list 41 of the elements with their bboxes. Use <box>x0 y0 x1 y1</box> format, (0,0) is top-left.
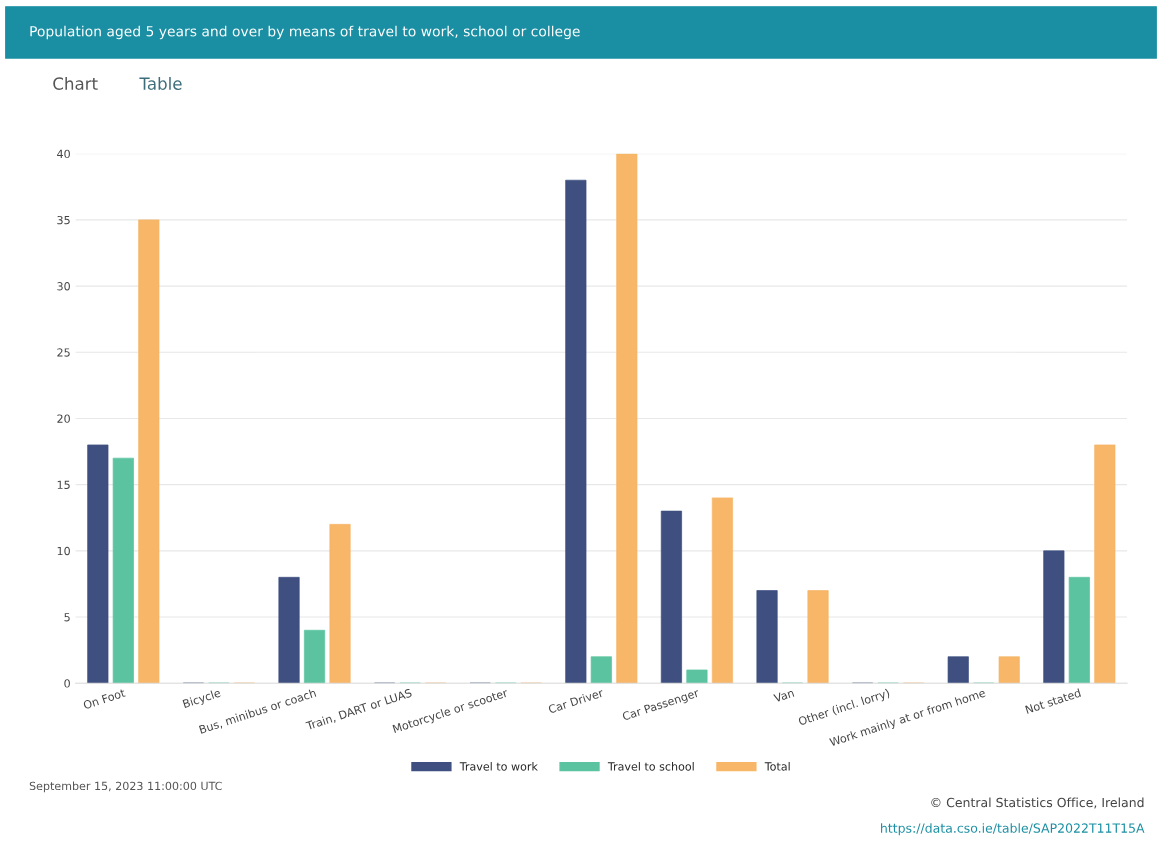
legend-label: Travel to school <box>607 762 694 771</box>
bar <box>616 153 638 684</box>
y-tick-label: 10 <box>57 546 70 556</box>
x-tick-label: On Foot <box>82 688 126 710</box>
text: https://data.cso.ie/table/SAP2022T11T15A <box>881 823 1145 836</box>
legend-label: Travel to work <box>459 762 538 771</box>
text: September 15, 2023 11:00:00 UTC <box>29 781 222 793</box>
y-tick-label: 30 <box>57 282 70 291</box>
y-tick-label: 20 <box>57 414 70 423</box>
bar <box>138 219 160 684</box>
y-tick-label: 25 <box>57 348 70 357</box>
x-tick-label: Bicycle <box>182 688 222 711</box>
x-tick-label: Van <box>773 688 795 703</box>
bar <box>1043 550 1065 684</box>
bar <box>686 669 708 684</box>
bar <box>807 590 829 684</box>
y-tick-label: 40 <box>57 149 70 159</box>
text: Table <box>139 77 182 90</box>
bar <box>998 656 1020 684</box>
bar <box>590 656 612 684</box>
y-tick-label: 0 <box>64 679 70 688</box>
y-tick-label: 5 <box>64 613 70 622</box>
legend-label: Total <box>764 762 790 771</box>
x-tick-label: Car Driver <box>547 688 604 714</box>
bar <box>947 656 969 684</box>
y-tick-label: 15 <box>57 480 70 490</box>
bar <box>565 179 587 684</box>
chart-title: Population aged 5 years and over by means of travel to work, school or college <box>30 25 580 40</box>
bar <box>711 497 733 684</box>
text: Chart <box>53 77 98 90</box>
bar <box>1094 444 1116 684</box>
bar <box>87 444 109 684</box>
bar <box>756 590 778 684</box>
bar <box>660 510 682 684</box>
bar <box>329 524 351 684</box>
bar <box>112 457 134 684</box>
bar <box>303 629 326 684</box>
y-tick-label: 35 <box>57 215 70 225</box>
bar <box>1068 576 1090 684</box>
text: © Central Statistics Office, Ireland <box>931 797 1144 809</box>
bar <box>278 576 300 684</box>
